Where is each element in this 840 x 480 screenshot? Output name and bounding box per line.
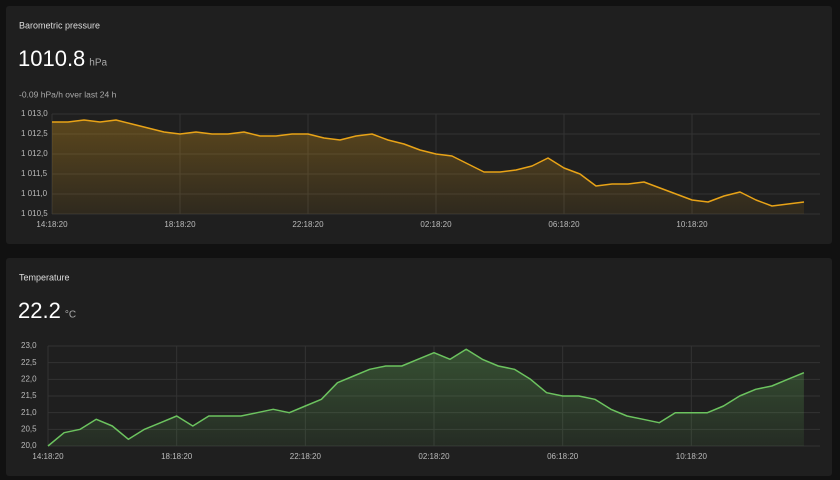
y-tick-label: 23,0 (21, 341, 37, 350)
panel-title: Barometric pressure (19, 20, 100, 30)
panel-title: Temperature (19, 272, 70, 282)
x-tick-label: 10:18:20 (676, 452, 708, 461)
x-tick-label: 02:18:20 (418, 452, 450, 461)
y-tick-label: 22,0 (21, 374, 37, 383)
line (47, 348, 805, 447)
y-tick-label: 21,0 (21, 408, 37, 417)
y-tick-label: 1 012,5 (21, 129, 48, 138)
x-tick-label: 22:18:20 (292, 220, 324, 229)
y-tick-label: 20,0 (21, 441, 37, 450)
x-tick-label: 06:18:20 (547, 452, 579, 461)
y-tick-label: 1 011,5 (21, 169, 48, 178)
unit: hPa (89, 58, 107, 69)
y-tick-label: 1 012,0 (21, 149, 48, 158)
x-tick-label: 06:18:20 (548, 220, 580, 229)
current-value: 1010.8 (18, 46, 85, 71)
x-tick-label: 18:18:20 (161, 452, 193, 461)
x-tick-label: 02:18:20 (420, 220, 452, 229)
y-tick-label: 20,5 (21, 424, 37, 433)
y-tick-label: 1 010,5 (21, 209, 48, 218)
area (52, 120, 804, 214)
rate: -0.09 hPa/h over last 24 h (19, 89, 117, 99)
area (48, 349, 804, 446)
y-tick-label: 22,5 (21, 358, 37, 367)
x-tick-label: 14:18:20 (32, 452, 64, 461)
current-value: 22.2 (18, 298, 61, 323)
x-tick-label: 22:18:20 (290, 452, 322, 461)
x-tick-label: 14:18:20 (36, 220, 68, 229)
x-tick-label: 10:18:20 (676, 220, 708, 229)
y-tick-label: 21,5 (21, 391, 37, 400)
y-tick-label: 1 011,0 (21, 189, 48, 198)
x-tick-label: 18:18:20 (164, 220, 196, 229)
line (52, 119, 805, 207)
y-tick-label: 1 013,0 (21, 109, 48, 118)
unit: °C (65, 310, 76, 321)
